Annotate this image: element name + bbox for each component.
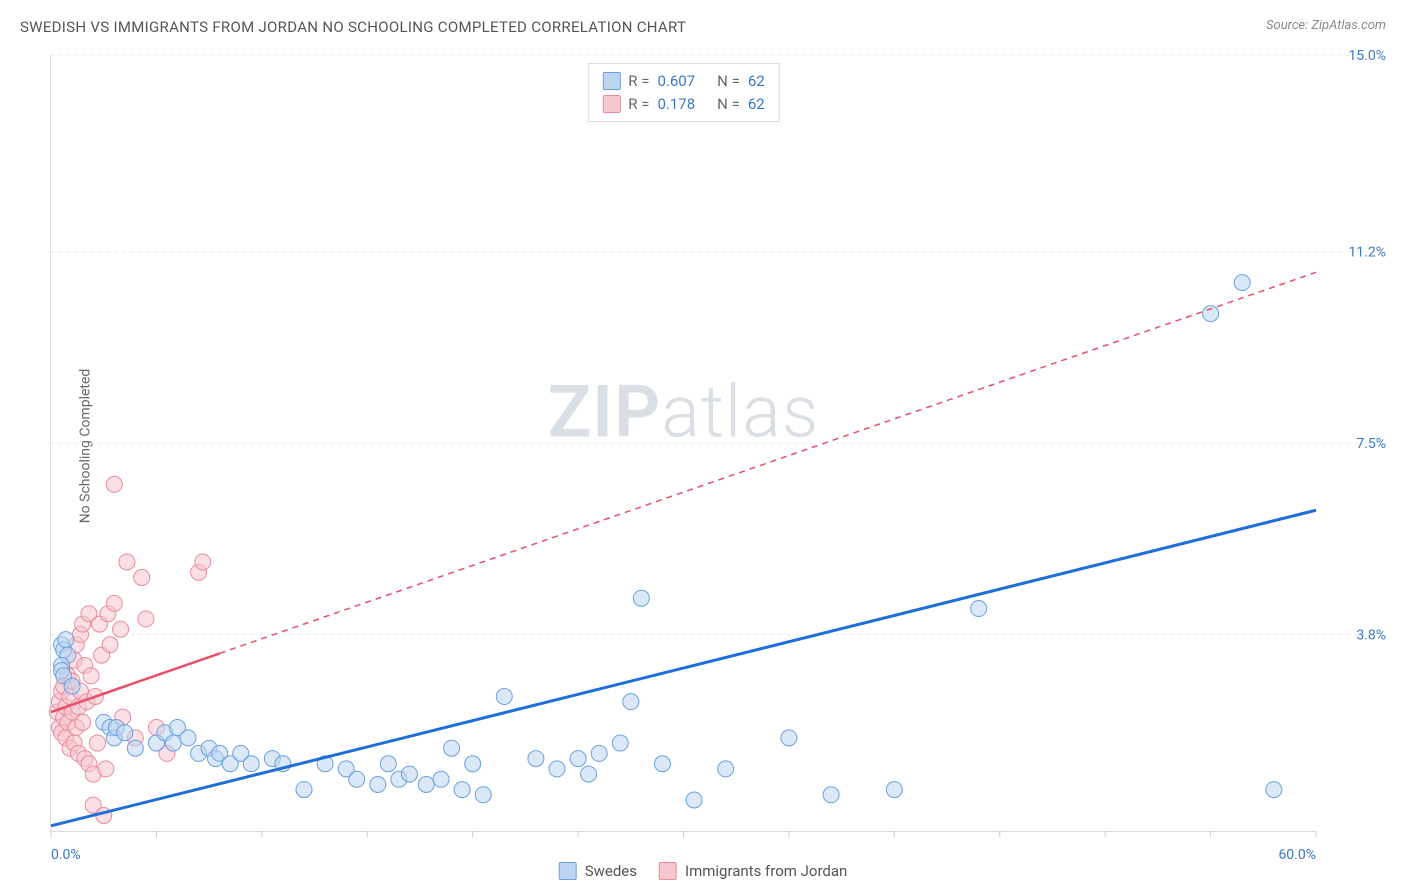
legend: Swedes Immigrants from Jordan [559, 862, 848, 880]
plot-area: ZIPatlas R = 0.607 N = 62 R = 0.178 N = … [50, 55, 1316, 832]
legend-item-swedes: Swedes [559, 862, 637, 880]
svg-text:15.0%: 15.0% [1348, 48, 1386, 64]
svg-text:11.2%: 11.2% [1348, 245, 1386, 261]
source-label: Source: ZipAtlas.com [1266, 18, 1386, 33]
chart-svg: 3.8%7.5%11.2%15.0%0.0%60.0% [51, 55, 1316, 831]
svg-text:0.0%: 0.0% [51, 847, 81, 863]
svg-text:60.0%: 60.0% [1278, 847, 1316, 863]
svg-text:3.8%: 3.8% [1356, 627, 1386, 643]
chart-title: SWEDISH VS IMMIGRANTS FROM JORDAN NO SCH… [20, 18, 686, 36]
swatch-blue-icon [559, 862, 577, 880]
svg-text:7.5%: 7.5% [1356, 436, 1386, 452]
legend-item-jordan: Immigrants from Jordan [659, 862, 847, 880]
swatch-pink-icon [659, 862, 677, 880]
